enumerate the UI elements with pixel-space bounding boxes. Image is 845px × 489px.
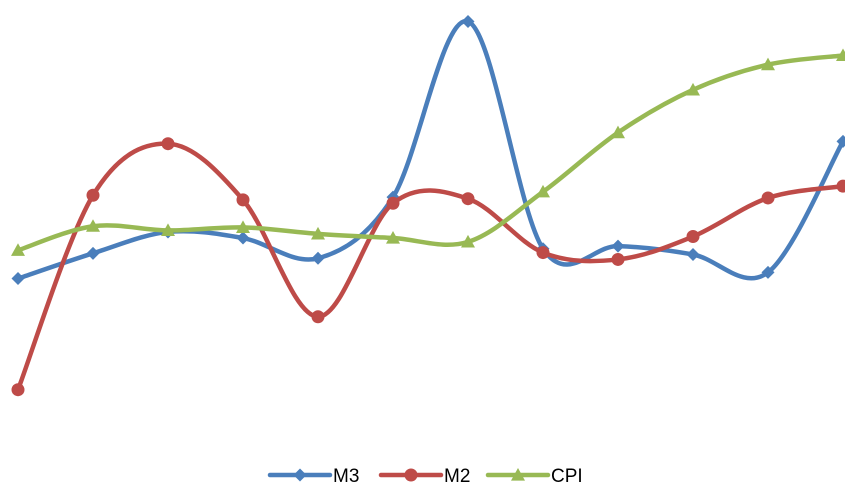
series-m2-point-3 <box>161 137 175 151</box>
legend-item-cpi: CPI <box>485 466 583 487</box>
series-cpi-point-7 <box>461 234 475 248</box>
series-m3-point-4 <box>236 231 250 245</box>
series-m3-point-12 <box>836 134 845 148</box>
legend-marker-m2 <box>404 468 418 482</box>
legend: M3 M2 CPI <box>267 466 583 487</box>
series-cpi-point-5 <box>311 226 325 240</box>
plot-area <box>11 14 845 397</box>
series-cpi-point-8 <box>536 184 550 198</box>
series-cpi-point-11 <box>761 57 775 71</box>
legend-label-m3: M3 <box>333 466 359 487</box>
series-cpi-point-12 <box>836 48 845 62</box>
series-cpi <box>11 48 845 256</box>
legend-marker-m3 <box>293 468 307 482</box>
series-m2-point-2 <box>86 188 100 202</box>
series-cpi-point-2 <box>86 219 100 232</box>
series-m3-point-5 <box>311 251 325 265</box>
series-m2-point-8 <box>536 246 550 260</box>
series-m2-point-10 <box>686 230 700 244</box>
series-m2-point-12 <box>836 179 845 193</box>
series-m2-point-7 <box>461 192 475 206</box>
legend-marker-cpi <box>511 468 525 481</box>
legend-label-m2: M2 <box>444 466 470 487</box>
series-m3-point-11 <box>761 265 775 279</box>
series-m2 <box>11 137 845 397</box>
legend-item-m3: M3 <box>267 466 359 487</box>
series-m2-point-11 <box>761 191 775 205</box>
series-m3-point-9 <box>611 239 625 253</box>
series-m3-point-10 <box>686 247 700 261</box>
series-m2-point-4 <box>236 193 250 207</box>
series-m2-point-1 <box>11 383 25 397</box>
series-cpi-point-10 <box>686 82 700 96</box>
series-m3-point-7 <box>461 14 475 28</box>
legend-label-cpi: CPI <box>551 466 583 487</box>
series-m2-point-5 <box>311 310 325 324</box>
series-m2-point-6 <box>386 196 400 210</box>
series-m3-point-1 <box>11 272 25 286</box>
series-m3-point-2 <box>86 246 100 260</box>
series-cpi-point-3 <box>161 223 175 237</box>
series-cpi-point-6 <box>386 231 400 244</box>
series-cpi-point-9 <box>611 125 625 139</box>
legend-item-m2: M2 <box>378 466 470 487</box>
series-cpi-point-1 <box>11 243 25 256</box>
series-m2-point-9 <box>611 252 625 266</box>
series-cpi-point-4 <box>236 220 250 233</box>
